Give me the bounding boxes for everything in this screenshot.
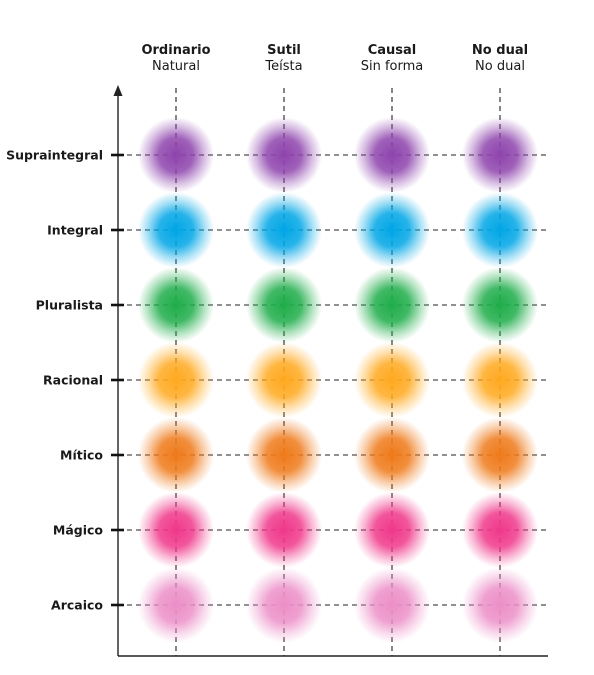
blob-row1-col3 <box>462 192 538 268</box>
blob-row4-col2 <box>354 417 430 493</box>
blob-row6-col3 <box>462 567 538 643</box>
column-subtitle-3: No dual <box>475 59 525 74</box>
row-label-6: Arcaico <box>51 598 103 613</box>
blob-row0-col3 <box>462 117 538 193</box>
blob-row5-col1 <box>246 492 322 568</box>
blob-row4-col3 <box>462 417 538 493</box>
row-label-5: Mágico <box>53 523 104 538</box>
blob-row6-col1 <box>246 567 322 643</box>
blob-row1-col0 <box>138 192 214 268</box>
blob-row2-col0 <box>138 267 214 343</box>
blob-row5-col0 <box>138 492 214 568</box>
column-title-3: No dual <box>472 43 528 58</box>
blob-row5-col2 <box>354 492 430 568</box>
column-subtitle-0: Natural <box>152 59 200 74</box>
blob-row1-col1 <box>246 192 322 268</box>
row-label-2: Pluralista <box>36 298 103 313</box>
blob-row0-col1 <box>246 117 322 193</box>
blob-row4-col1 <box>246 417 322 493</box>
blob-row2-col2 <box>354 267 430 343</box>
blob-row2-col3 <box>462 267 538 343</box>
blob-row3-col0 <box>138 342 214 418</box>
column-subtitle-2: Sin forma <box>361 59 424 74</box>
blob-row2-col1 <box>246 267 322 343</box>
blob-row3-col1 <box>246 342 322 418</box>
column-title-0: Ordinario <box>141 43 210 58</box>
row-label-1: Integral <box>47 223 103 238</box>
row-label-0: Supraintegral <box>6 148 103 163</box>
blob-row6-col0 <box>138 567 214 643</box>
column-title-1: Sutil <box>267 43 301 58</box>
blob-row3-col2 <box>354 342 430 418</box>
blob-row5-col3 <box>462 492 538 568</box>
y-axis-arrow-icon <box>113 85 123 96</box>
blob-row3-col3 <box>462 342 538 418</box>
blob-row1-col2 <box>354 192 430 268</box>
color-blobs <box>138 117 538 643</box>
column-subtitle-1: Teísta <box>264 59 302 74</box>
column-title-2: Causal <box>368 43 417 58</box>
row-label-4: Mítico <box>60 448 103 463</box>
blob-row0-col2 <box>354 117 430 193</box>
blob-row6-col2 <box>354 567 430 643</box>
blob-row4-col0 <box>138 417 214 493</box>
row-label-3: Racional <box>43 373 103 388</box>
blob-row0-col0 <box>138 117 214 193</box>
